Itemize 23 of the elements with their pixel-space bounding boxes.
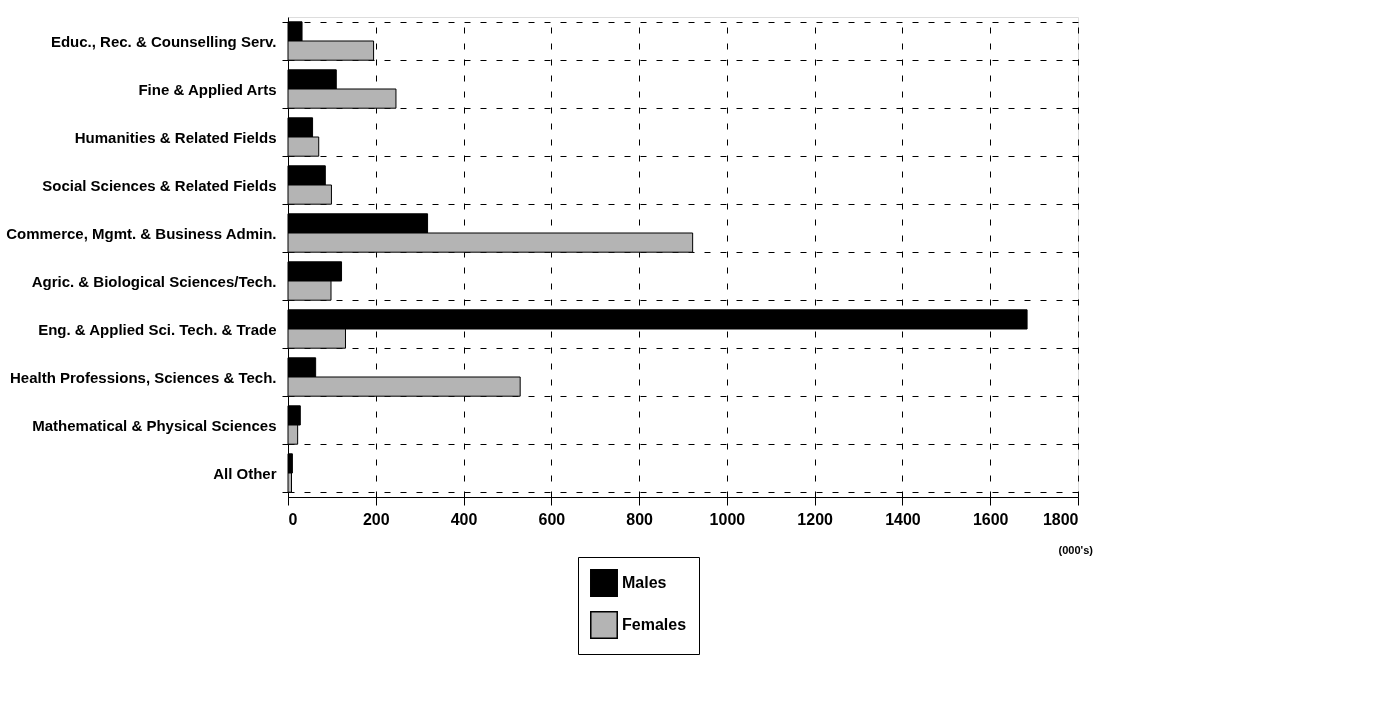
x-tick-label: 1200 bbox=[797, 510, 834, 528]
x-tick-label: 600 bbox=[538, 510, 566, 528]
x-tick-label: 0 bbox=[288, 510, 298, 528]
y-tick-label: Educ., Rec. & Counselling Serv. bbox=[50, 32, 277, 50]
x-tick-label: 800 bbox=[626, 510, 654, 528]
x-tick-label: 400 bbox=[450, 510, 478, 528]
y-tick-label: Mathematical & Physical Sciences bbox=[32, 416, 277, 434]
y-tick-label: Humanities & Related Fields bbox=[74, 128, 277, 146]
y-tick-label: Health Professions, Sciences & Tech. bbox=[10, 368, 277, 386]
y-tick-label: Commerce, Mgmt. & Business Admin. bbox=[6, 224, 277, 242]
x-tick-label: 1400 bbox=[885, 510, 921, 528]
y-tick-label: All Other bbox=[213, 464, 277, 482]
x-tick-label: 1800 bbox=[1042, 510, 1079, 528]
y-tick-label: Social Sciences & Related Fields bbox=[42, 176, 277, 194]
y-tick-label: Eng. & Applied Sci. Tech. & Trade bbox=[38, 320, 277, 338]
y-tick-label: Agric. & Biological Sciences/Tech. bbox=[31, 272, 277, 290]
x-tick-label: 1000 bbox=[709, 510, 746, 528]
legend-label: Females bbox=[622, 616, 687, 633]
x-tick-label: 200 bbox=[362, 510, 390, 528]
legend-label: Males bbox=[622, 574, 667, 591]
x-tick-label: 1600 bbox=[972, 510, 1009, 528]
y-tick-label: Fine & Applied Arts bbox=[138, 80, 277, 98]
text: (000's) bbox=[1058, 544, 1094, 556]
